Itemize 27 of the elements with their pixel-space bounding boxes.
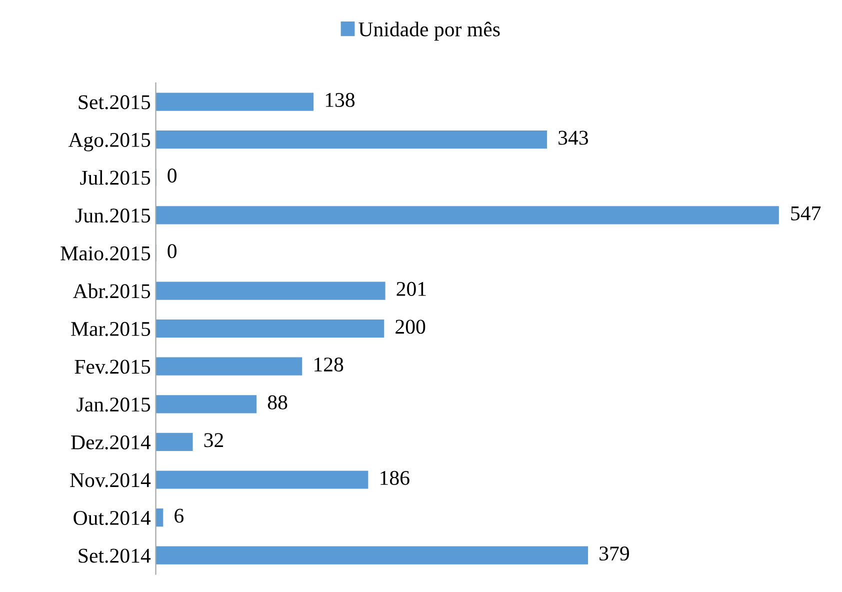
data-label: 547 (791, 206, 821, 220)
legend-label: Unidade por mês (358, 22, 500, 41)
y-tick-label: Set.2015 (78, 95, 150, 110)
y-tick-label: Abr.2015 (72, 284, 150, 298)
data-label: 186 (380, 470, 410, 485)
y-tick-label: Set.2014 (78, 548, 151, 563)
data-label: 200 (396, 320, 426, 334)
y-tick-label: Out.2014 (74, 510, 151, 526)
data-label: 0 (168, 168, 177, 183)
data-label: 343 (558, 130, 588, 145)
data-label: 201 (396, 282, 426, 296)
data-label: 32 (204, 433, 224, 448)
data-label: 6 (174, 508, 184, 523)
data-label: 138 (326, 92, 355, 107)
y-tick-label: Dez.2014 (71, 435, 151, 450)
y-tick-label: Fev.2015 (74, 360, 150, 374)
y-tick-label: Mar.2015 (71, 322, 150, 336)
y-tick-label: Maio.2015 (60, 246, 150, 260)
data-label: 0 (168, 244, 177, 258)
data-label: 379 (600, 546, 629, 561)
data-label: 128 (314, 358, 344, 372)
y-tick-label: Jan.2015 (76, 398, 150, 412)
data-label: 88 (268, 395, 288, 410)
y-tick-label: Nov.2014 (70, 473, 151, 488)
y-tick-label: Jul.2015 (80, 170, 150, 185)
y-tick-label: Ago.2015 (68, 132, 150, 152)
y-tick-label: Jun.2015 (76, 208, 150, 223)
